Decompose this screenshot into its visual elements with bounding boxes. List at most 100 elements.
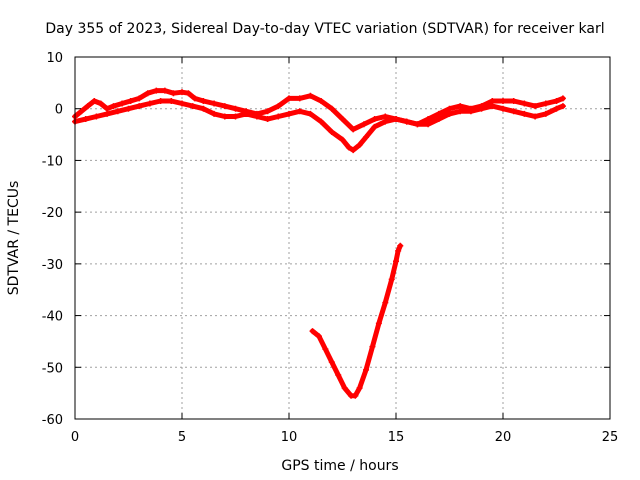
data-point	[339, 116, 346, 123]
data-point	[136, 95, 143, 102]
chart-title: Day 355 of 2023, Sidereal Day-to-day VTE…	[45, 21, 604, 37]
data-point	[104, 105, 111, 112]
data-point	[78, 108, 85, 115]
data-point	[315, 333, 322, 340]
data-point	[221, 103, 228, 110]
data-point	[467, 108, 474, 115]
data-point	[363, 134, 370, 141]
y-axis-label: SDTVAR / TECUs	[6, 181, 22, 296]
data-point	[91, 97, 98, 104]
data-point	[211, 110, 218, 117]
data-point	[136, 103, 143, 110]
data-point	[553, 105, 560, 112]
data-point	[345, 144, 352, 151]
data-point	[275, 103, 282, 110]
data-point	[510, 97, 517, 104]
data-point	[170, 90, 177, 97]
y-tick-label: -10	[42, 154, 63, 169]
x-axis-label: GPS time / hours	[281, 458, 398, 474]
data-point	[542, 100, 549, 107]
data-point	[553, 97, 560, 104]
data-point	[356, 384, 363, 391]
data-point	[161, 87, 168, 94]
data-point	[307, 110, 314, 117]
data-point	[350, 147, 357, 154]
data-point	[363, 366, 370, 373]
axis-ticks: 10 0 -10 -20 -30 -40 -50 -60 0 5 10 15 20 25	[42, 51, 619, 445]
y-tick-label: -40	[42, 310, 63, 325]
y-tick-label: -50	[42, 361, 63, 376]
data-point	[352, 392, 359, 399]
data-point	[489, 103, 496, 110]
data-point	[318, 97, 325, 104]
data-point	[339, 136, 346, 143]
data-point	[425, 121, 432, 128]
data-point	[371, 116, 378, 123]
data-point	[127, 97, 134, 104]
data-point	[84, 103, 91, 110]
series-lower-track	[72, 97, 566, 154]
data-point	[341, 384, 348, 391]
data-point	[532, 113, 539, 120]
data-point	[114, 108, 121, 115]
data-point	[322, 346, 329, 353]
data-point	[243, 110, 250, 117]
x-tick-label: 5	[178, 430, 186, 445]
data-point	[350, 126, 357, 133]
data-point	[371, 123, 378, 130]
data-point	[264, 116, 271, 123]
x-tick-label: 20	[495, 430, 512, 445]
y-tick-label: -30	[42, 258, 63, 273]
data-point	[232, 113, 239, 120]
data-point	[388, 276, 395, 283]
data-point	[97, 100, 104, 107]
data-point	[144, 90, 151, 97]
data-point	[221, 113, 228, 120]
data-series	[72, 87, 566, 399]
y-tick-label: -20	[42, 206, 63, 221]
data-point	[110, 103, 117, 110]
data-point	[82, 116, 89, 123]
data-point	[157, 97, 164, 104]
data-point	[395, 247, 402, 254]
x-tick-label: 10	[281, 430, 298, 445]
data-point	[356, 141, 363, 148]
data-point	[179, 89, 185, 96]
data-point	[382, 118, 389, 125]
data-point	[414, 121, 421, 128]
data-point	[425, 116, 432, 123]
x-tick-label: 15	[388, 430, 405, 445]
data-point	[104, 110, 111, 117]
data-point	[393, 258, 399, 265]
data-point	[318, 118, 325, 125]
data-point	[542, 110, 549, 117]
plot-frame	[74, 56, 611, 420]
data-point	[457, 103, 464, 110]
data-point	[307, 92, 314, 99]
data-point	[328, 359, 335, 366]
data-point	[446, 110, 453, 117]
series-line	[72, 88, 566, 132]
data-point	[125, 105, 132, 112]
data-point	[382, 113, 389, 120]
data-point	[179, 100, 185, 107]
data-point	[328, 128, 335, 135]
grid	[75, 57, 610, 419]
data-point	[435, 116, 442, 123]
x-tick-label: 25	[602, 430, 619, 445]
data-point	[185, 90, 192, 97]
data-point	[369, 343, 376, 350]
data-point	[146, 100, 153, 107]
data-point	[397, 242, 404, 249]
data-point	[328, 105, 335, 112]
series-line	[72, 98, 566, 153]
data-point	[296, 108, 303, 115]
data-point	[119, 100, 126, 107]
data-point	[200, 97, 207, 104]
data-point	[532, 103, 539, 110]
y-tick-label: 10	[46, 51, 63, 66]
data-point	[393, 116, 399, 123]
y-tick-label: -60	[42, 413, 63, 428]
data-point	[93, 113, 100, 120]
